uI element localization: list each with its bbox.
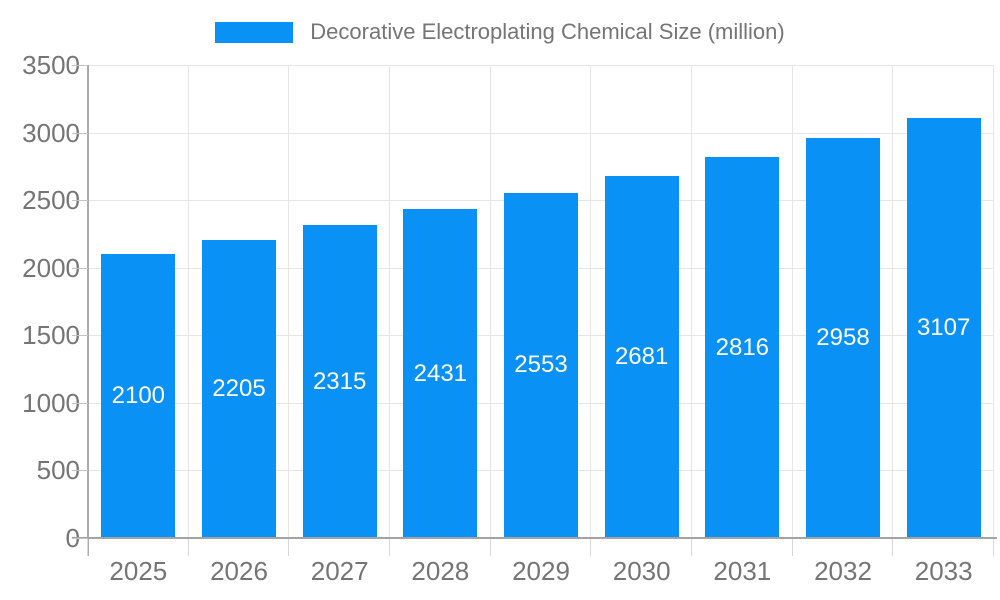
- legend-swatch: [215, 21, 294, 43]
- x-axis-tick: [187, 539, 189, 556]
- x-axis-baseline: [72, 537, 997, 539]
- gridline-horizontal: [88, 132, 994, 134]
- gridline-vertical: [288, 65, 290, 538]
- y-axis-tick: [72, 132, 88, 134]
- legend-label: Decorative Electroplating Chemical Size …: [310, 19, 785, 44]
- bar-value-label: 2100: [111, 382, 166, 410]
- bar-value-label: 2315: [312, 367, 367, 395]
- x-tick-label: 2026: [210, 556, 268, 586]
- gridline-vertical: [187, 65, 189, 538]
- bar-2025[interactable]: 2100: [101, 254, 176, 538]
- bar-2028[interactable]: 2431: [403, 209, 478, 538]
- y-axis-line: [87, 65, 89, 556]
- x-axis-tick: [993, 539, 994, 556]
- bar-value-label: 2958: [816, 324, 870, 352]
- x-tick-label: 2025: [109, 556, 168, 586]
- gridline-vertical: [691, 65, 692, 538]
- x-axis-tick: [87, 539, 88, 556]
- legend[interactable]: Decorative Electroplating Chemical Size …: [0, 14, 1000, 50]
- bar-2032[interactable]: 2958: [806, 138, 880, 538]
- bar-2027[interactable]: 2315: [302, 225, 377, 538]
- x-axis-tick: [389, 539, 390, 556]
- x-tick-label: 2027: [310, 556, 369, 586]
- y-axis-tick: [72, 335, 88, 337]
- bar-value-label: 2553: [514, 351, 568, 379]
- y-tick-label: 500: [36, 455, 80, 486]
- y-axis-tick: [72, 267, 88, 269]
- y-axis-tick: [72, 65, 88, 66]
- y-tick-label: 0: [0, 525, 80, 551]
- gridline-vertical: [993, 65, 994, 538]
- y-tick-label: 2000: [22, 252, 80, 283]
- x-tick-label: 2030: [612, 556, 671, 586]
- gridline-vertical: [892, 65, 894, 538]
- bar-value-label: 2205: [212, 375, 266, 402]
- x-tick-label: 2028: [411, 556, 470, 586]
- y-axis-tick: [72, 470, 88, 472]
- gridline-vertical: [489, 65, 491, 538]
- y-axis-tick: [72, 200, 88, 202]
- bar-value-label: 2681: [614, 342, 669, 370]
- y-tick-label: 1000: [22, 387, 80, 418]
- x-axis-tick: [590, 539, 592, 556]
- x-axis-tick: [892, 539, 894, 556]
- x-axis-tick: [489, 539, 491, 556]
- x-tick-label: 2033: [914, 556, 973, 586]
- bar-2026[interactable]: 2205: [202, 240, 276, 538]
- y-tick-label: 1500: [22, 320, 80, 351]
- y-axis-tick: [72, 538, 88, 539]
- bar-2031[interactable]: 2816: [705, 157, 780, 538]
- x-tick-label: 2032: [814, 556, 872, 586]
- gridline-vertical: [389, 65, 390, 538]
- gridline-vertical: [590, 65, 592, 538]
- bar-2030[interactable]: 2681: [604, 175, 679, 538]
- y-tick-label: 3000: [22, 117, 80, 148]
- x-axis-tick: [691, 539, 692, 556]
- gridline-horizontal: [88, 65, 994, 66]
- y-tick-label: 2500: [22, 185, 80, 216]
- bar-value-label: 3107: [916, 314, 971, 342]
- bar-2033[interactable]: 3107: [906, 118, 981, 538]
- bar-2029[interactable]: 2553: [504, 192, 578, 538]
- y-axis-tick: [72, 402, 88, 404]
- x-tick-label: 2029: [512, 556, 570, 586]
- x-axis-tick: [288, 539, 290, 556]
- x-tick-label: 2031: [713, 556, 772, 586]
- bar-value-label: 2816: [715, 333, 770, 361]
- bar-value-label: 2431: [413, 359, 468, 387]
- x-axis-tick: [791, 539, 793, 556]
- gridline-vertical: [791, 65, 793, 538]
- y-tick-label: 3500: [22, 50, 80, 80]
- plot-area: 2100 2205 2315 2431 2553 2681 2816 2958 3107: [88, 65, 994, 538]
